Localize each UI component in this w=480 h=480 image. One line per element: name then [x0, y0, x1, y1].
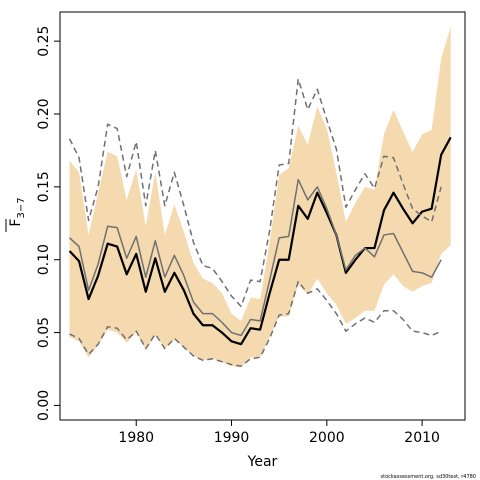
- footnote: stockassessment.org, sd30test, r4780: [381, 474, 477, 480]
- y-tick-label-0: 0.00: [36, 390, 52, 421]
- x-axis: 1980 1990 2000 2010: [118, 420, 440, 446]
- y-axis-label: F3−7: [5, 197, 27, 232]
- y-axis-label-text: F3−7: [8, 197, 27, 226]
- series-line-dashed-3: [69, 280, 442, 367]
- plot-frame: [59, 11, 466, 421]
- y-tick-label-1: 0.05: [36, 317, 52, 348]
- y-tick-label-4: 0.20: [36, 98, 52, 129]
- series-line-grey: [69, 178, 442, 337]
- x-axis-label: Year: [247, 454, 278, 470]
- y-tick-label-3: 0.15: [36, 171, 52, 202]
- y-tick-label-2: 0.10: [36, 244, 52, 275]
- x-tick-label-1980: 1980: [118, 430, 154, 446]
- series-line-dashed-2: [68, 78, 442, 308]
- confidence-band: [69, 26, 451, 368]
- x-tick-label-2000: 2000: [309, 430, 345, 446]
- series-line-estimate: [68, 136, 452, 346]
- y-axis-label-subscript: 3−7: [16, 197, 27, 218]
- y-tick-label-5: 0.25: [36, 26, 52, 57]
- confidence-band-area: [69, 26, 451, 368]
- x-tick-label-2010: 2010: [404, 430, 440, 446]
- series-layer: [68, 78, 452, 367]
- y-axis-label-main: F: [8, 219, 24, 227]
- x-tick-label-1990: 1990: [214, 430, 250, 446]
- y-axis: 0.00 0.05 0.10 0.15 0.20 0.25: [36, 26, 60, 421]
